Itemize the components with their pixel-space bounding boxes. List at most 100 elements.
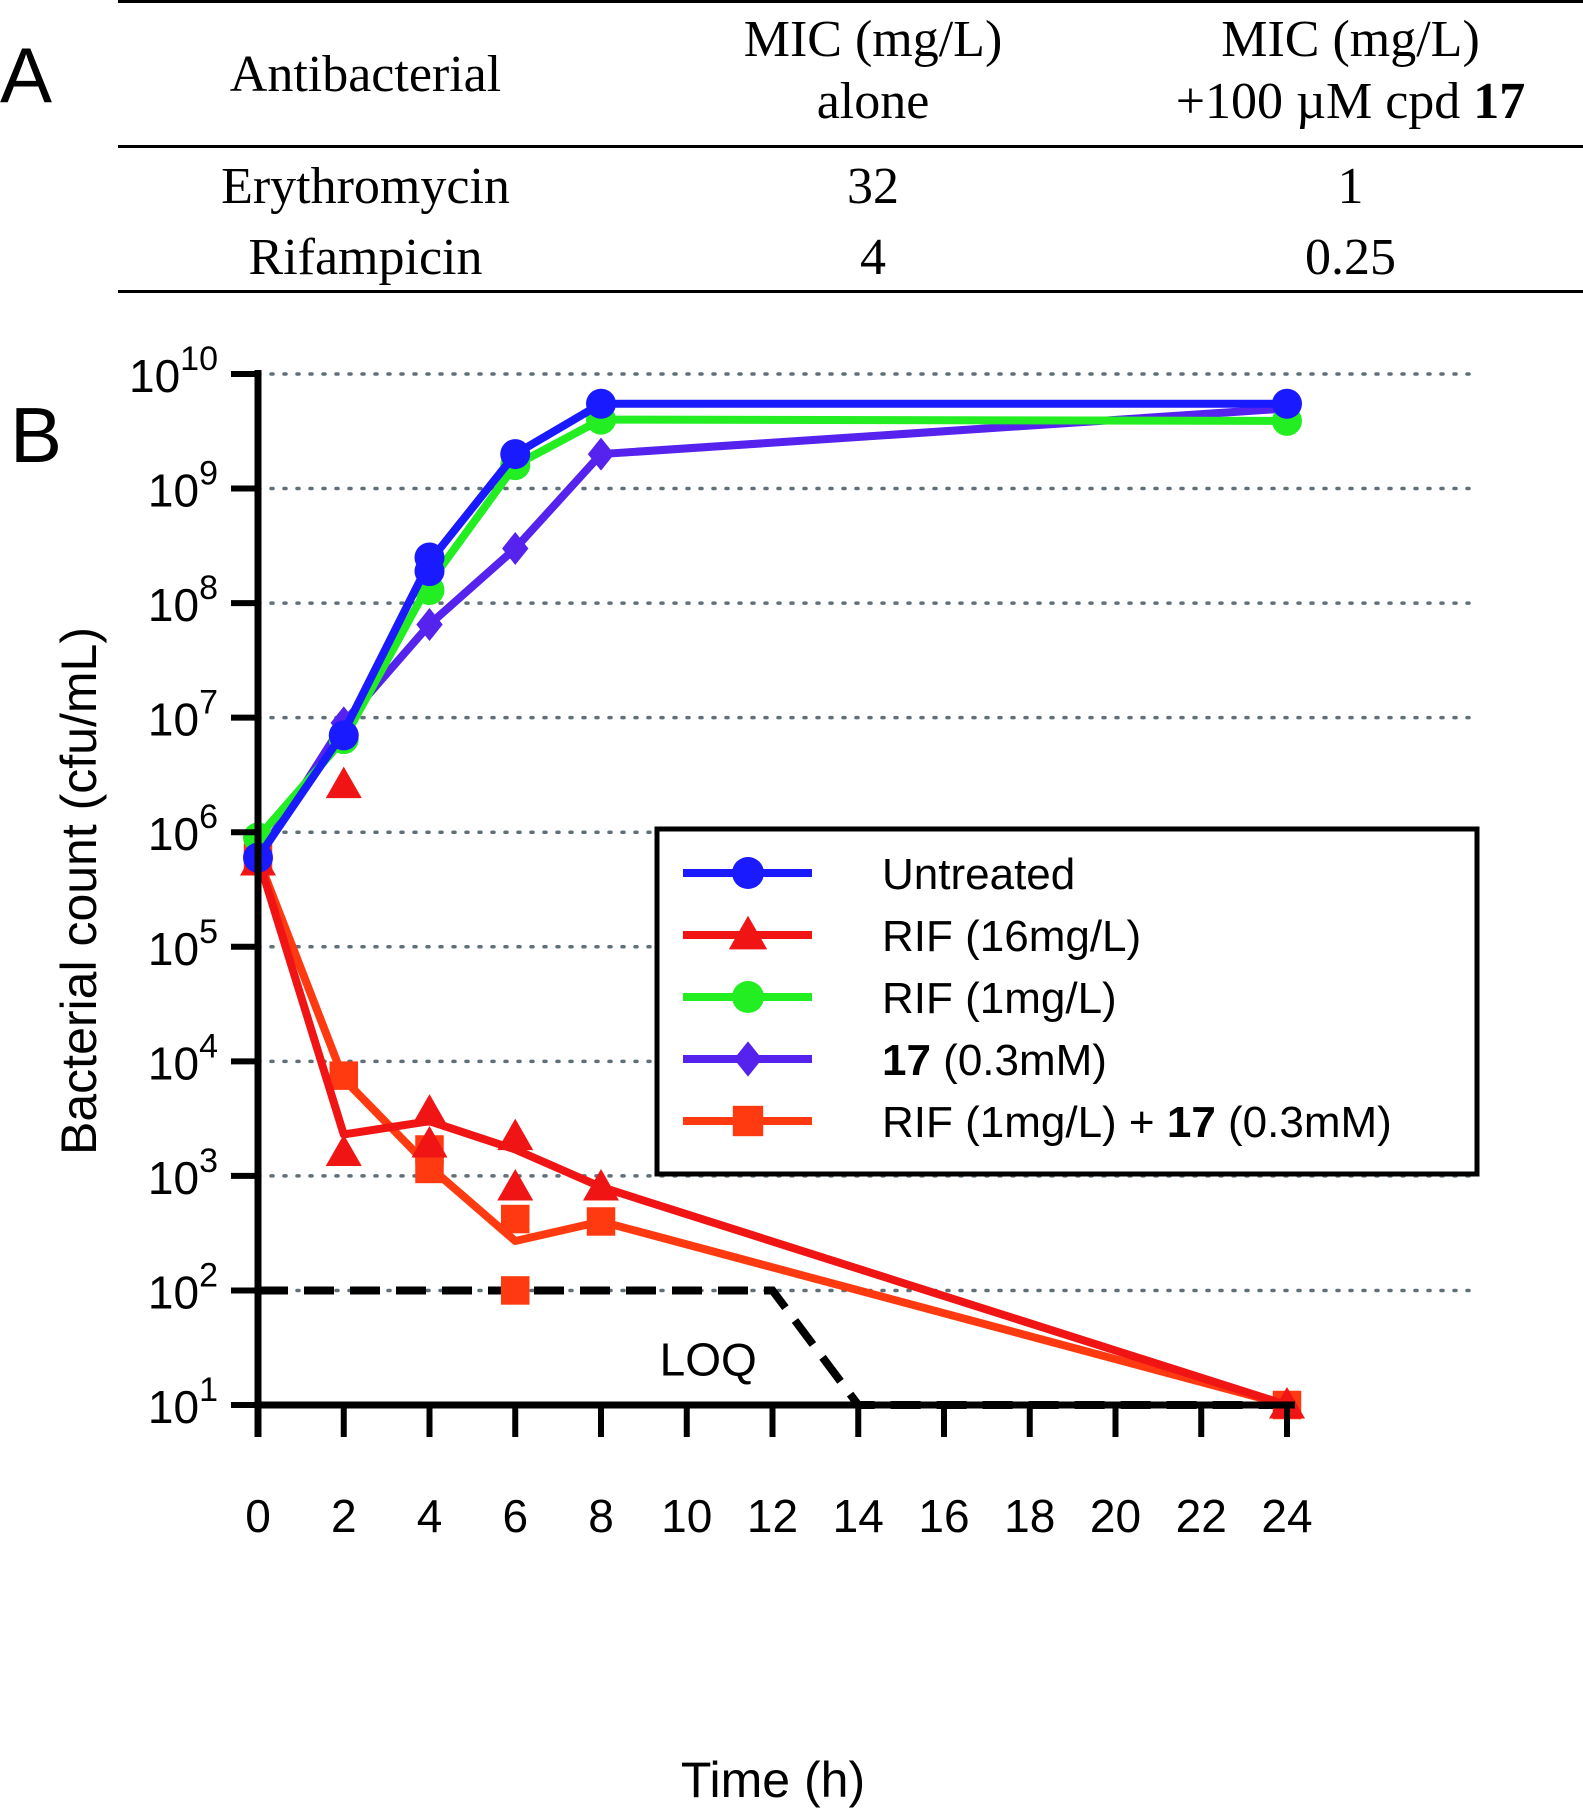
series-0 bbox=[243, 388, 1302, 873]
y-tick-label-1e10: 1010 bbox=[129, 340, 218, 402]
table-top-rule bbox=[118, 0, 1583, 3]
y-tick-label-1e9: 109 bbox=[148, 455, 218, 517]
y-tick-exponent-1e2: 2 bbox=[199, 1256, 218, 1294]
y-tick-label-1e4: 104 bbox=[148, 1027, 218, 1089]
x-tick-label-10: 20 bbox=[1090, 1490, 1141, 1542]
y-tick-exponent-1e10: 10 bbox=[180, 340, 218, 378]
y-tick-base-1e5: 10 bbox=[148, 923, 199, 975]
x-tick-label-11: 22 bbox=[1176, 1490, 1227, 1542]
y-tick-label-1e8: 108 bbox=[148, 569, 218, 631]
series-group bbox=[240, 388, 1305, 1420]
y-tick-label-1e7: 107 bbox=[148, 684, 218, 746]
y-tick-base-1e3: 10 bbox=[148, 1152, 199, 1204]
header-antibacterial: Antibacterial bbox=[229, 46, 502, 103]
series-1-point-6 bbox=[497, 1168, 534, 1201]
legend-swatch-marker-4 bbox=[732, 1105, 764, 1137]
legend-label-bold-4: 17 bbox=[1167, 1098, 1216, 1147]
series-3-point-2 bbox=[416, 608, 443, 642]
series-1-point-4 bbox=[411, 1125, 448, 1158]
series-0-point-6 bbox=[1272, 388, 1302, 419]
y-tick-label-1e3: 103 bbox=[148, 1142, 218, 1204]
x-tick-label-5: 10 bbox=[661, 1490, 712, 1542]
series-0-point-5 bbox=[586, 388, 616, 419]
x-tick-label-8: 16 bbox=[918, 1490, 969, 1542]
y-tick-label-1e1: 101 bbox=[148, 1371, 218, 1433]
legend-label-name-4: RIF (1mg/L) + bbox=[882, 1098, 1167, 1147]
row-rifampicin-name: Rifampicin bbox=[248, 229, 483, 286]
legend-label-0: Untreated bbox=[882, 850, 1075, 899]
series-3-line bbox=[254, 404, 1288, 860]
legend-label-name-1: RIF (16mg/L) bbox=[882, 912, 1141, 961]
y-tick-label-1e2: 102 bbox=[148, 1256, 218, 1318]
y-tick-exponent-1e5: 5 bbox=[199, 913, 218, 951]
legend-label-2: RIF (1mg/L) bbox=[882, 974, 1117, 1023]
x-tick-label-7: 14 bbox=[833, 1490, 884, 1542]
legend-label-1: RIF (16mg/L) bbox=[882, 912, 1141, 961]
legend-swatch-marker-3 bbox=[733, 1041, 763, 1077]
series-2-line bbox=[254, 415, 1288, 841]
panel-label-a: A bbox=[0, 31, 53, 119]
y-tick-exponent-1e7: 7 bbox=[199, 684, 218, 722]
series-4 bbox=[243, 843, 1302, 1420]
series-0-point-4 bbox=[500, 439, 531, 470]
legend-box bbox=[654, 826, 1480, 1177]
series-1-point-5 bbox=[497, 1118, 534, 1151]
y-tick-exponent-1e6: 6 bbox=[199, 798, 218, 836]
x-tick-label-0: 0 bbox=[245, 1490, 271, 1542]
series-0-point-1 bbox=[328, 720, 359, 751]
y-tick-base-1e9: 10 bbox=[148, 465, 199, 517]
row-erythromycin-name: Erythromycin bbox=[221, 158, 510, 215]
y-tick-base-1e10: 10 bbox=[129, 350, 180, 402]
series-4-point-1 bbox=[329, 1061, 358, 1090]
panel-label-b: B bbox=[10, 391, 63, 479]
header-mic-alone-line1: MIC (mg/L) bbox=[743, 11, 1003, 68]
series-4-point-3 bbox=[415, 1154, 444, 1184]
series-3-point-3 bbox=[502, 531, 529, 565]
legend-label-name-2: RIF (1mg/L) bbox=[882, 974, 1117, 1023]
x-tick-label-2: 4 bbox=[417, 1490, 443, 1542]
series-4-line bbox=[254, 856, 1289, 1409]
series-4-point-5 bbox=[501, 1276, 530, 1305]
x-axis-title: Time (h) bbox=[681, 1752, 865, 1808]
legend: Untreated RIF (16mg/L) RIF (1mg/L) 17 (0.3m… bbox=[654, 826, 1480, 1177]
x-tick-label-1: 2 bbox=[331, 1490, 357, 1542]
loq-label: LOQ bbox=[660, 1333, 757, 1385]
y-axis-title: Bacterial count (cfu/mL) bbox=[51, 627, 107, 1155]
series-4-point-6 bbox=[586, 1207, 616, 1236]
y-tick-base-1e2: 10 bbox=[148, 1266, 199, 1318]
table-header-rule bbox=[118, 145, 1583, 148]
y-tick-base-1e4: 10 bbox=[148, 1037, 199, 1089]
legend-label-4: RIF (1mg/L) + 17 (0.3mM) bbox=[882, 1098, 1392, 1147]
series-1-point-2 bbox=[325, 1134, 362, 1167]
header-mic-alone-line2: alone bbox=[816, 73, 930, 130]
y-tick-base-1e6: 10 bbox=[148, 808, 199, 860]
row-rifampicin-combo: 0.25 bbox=[1305, 229, 1396, 286]
legend-label-suffix-3: (0.3mM) bbox=[931, 1036, 1107, 1085]
y-tick-base-1e1: 10 bbox=[148, 1381, 199, 1433]
y-tick-exponent-1e9: 9 bbox=[199, 455, 218, 493]
header-mic-combo-prefix: +100 µM cpd bbox=[1175, 73, 1474, 130]
compound-17-label: 17 bbox=[1473, 73, 1526, 130]
legend-label-bold-3: 17 bbox=[882, 1036, 931, 1085]
y-tick-label-1e5: 105 bbox=[148, 913, 218, 975]
y-tick-exponent-1e8: 8 bbox=[199, 569, 218, 607]
series-0-line bbox=[254, 399, 1287, 860]
legend-label-name-0: Untreated bbox=[882, 850, 1075, 899]
legend-label-3: 17 (0.3mM) bbox=[882, 1036, 1107, 1085]
y-tick-exponent-1e4: 4 bbox=[199, 1027, 218, 1065]
series-4-point-4 bbox=[501, 1204, 530, 1234]
row-erythromycin-alone: 32 bbox=[847, 158, 899, 215]
header-mic-combo-line1: MIC (mg/L) bbox=[1221, 11, 1480, 68]
legend-label-suffix-4: (0.3mM) bbox=[1216, 1098, 1392, 1147]
y-tick-base-1e8: 10 bbox=[148, 579, 199, 631]
row-rifampicin-alone: 4 bbox=[860, 229, 886, 286]
row-erythromycin-combo: 1 bbox=[1337, 158, 1364, 215]
series-1-point-3 bbox=[411, 1094, 448, 1126]
loq-line bbox=[258, 1286, 1287, 1409]
y-tick-label-1e6: 106 bbox=[148, 798, 218, 860]
y-tick-exponent-1e3: 3 bbox=[199, 1142, 218, 1180]
x-tick-label-12: 24 bbox=[1261, 1490, 1312, 1542]
x-tick-label-3: 6 bbox=[502, 1490, 528, 1542]
